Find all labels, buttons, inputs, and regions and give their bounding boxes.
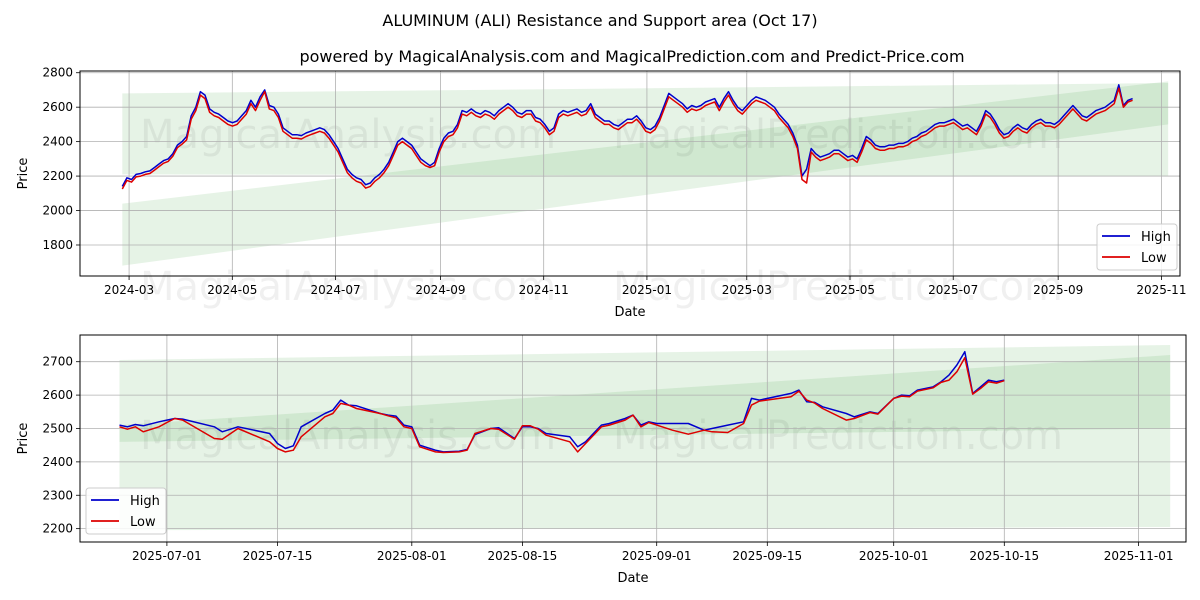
band-support	[122, 81, 1169, 266]
x-axis-label: Date	[617, 571, 648, 586]
y-tick-label: 2400	[42, 135, 73, 149]
y-tick-label: 1800	[42, 238, 73, 252]
y-tick-label: 2600	[42, 100, 73, 114]
legend: High Low	[85, 487, 167, 535]
chart-title: ALUMINUM (ALI) Resistance and Support ar…	[382, 11, 817, 30]
series-line-high	[121, 84, 1133, 187]
x-tick-label: 2025-03	[722, 283, 772, 297]
watermark-text: MagicalPrediction.com	[613, 264, 1063, 310]
y-axis-label: Price	[16, 158, 31, 190]
y-tick-label: 2300	[42, 488, 73, 502]
chart-subtitle: powered by MagicalAnalysis.com and Magic…	[299, 47, 964, 66]
x-tick-label: 2024-09	[415, 283, 465, 297]
watermark-text: MagicalAnalysis.com	[140, 413, 556, 459]
plot-frame	[79, 70, 1181, 277]
x-tick-label: 2025-05	[825, 283, 875, 297]
y-tick-label: 2400	[42, 455, 73, 469]
x-tick-label: 2025-11	[1136, 283, 1186, 297]
legend-label-low: Low	[130, 515, 156, 530]
legend: High Low	[1096, 223, 1178, 271]
plot-frame	[79, 334, 1187, 543]
watermark-text: MagicalPrediction.com	[613, 112, 1063, 158]
x-tick-label: 2025-07	[928, 283, 978, 297]
x-tick-label: 2025-09	[1033, 283, 1083, 297]
x-tick-label: 2024-05	[207, 283, 257, 297]
band-support	[119, 355, 1171, 442]
x-tick-label: 2025-07-01	[132, 549, 202, 563]
y-tick-label: 2200	[42, 522, 73, 536]
x-tick-label: 2025-07-15	[243, 549, 313, 563]
x-tick-label: 2025-10-01	[859, 549, 929, 563]
legend-label-high: High	[1141, 230, 1171, 245]
series-line-low	[121, 87, 1133, 190]
x-tick-label: 2025-09-15	[732, 549, 802, 563]
y-tick-label: 2600	[42, 388, 73, 402]
x-tick-label: 2025-08-15	[488, 549, 558, 563]
y-tick-label: 2500	[42, 421, 73, 435]
x-tick-label: 2025-11-01	[1104, 549, 1174, 563]
series-line-low	[119, 356, 1005, 454]
legend-label-high: High	[130, 494, 160, 509]
watermark-text: MagicalAnalysis.com	[140, 112, 556, 158]
y-tick-label: 2000	[42, 204, 73, 218]
watermark-text: MagicalAnalysis.com	[140, 264, 556, 310]
watermark-text: MagicalPrediction.com	[613, 413, 1063, 459]
band-resistance	[119, 345, 1171, 531]
x-tick-label: 2025-10-15	[969, 549, 1039, 563]
legend-label-low: Low	[1141, 251, 1167, 266]
y-axis-label: Price	[16, 423, 31, 455]
x-tick-label: 2024-07	[310, 283, 360, 297]
y-tick-label: 2800	[42, 66, 73, 80]
bottom-panel: MagicalAnalysis.com MagicalPrediction.com…	[16, 334, 1187, 586]
y-tick-label: 2200	[42, 169, 73, 183]
x-tick-label: 2024-11	[519, 283, 569, 297]
y-tick-label: 2700	[42, 355, 73, 369]
x-tick-label: 2025-01	[622, 283, 672, 297]
x-tick-label: 2025-09-01	[622, 549, 692, 563]
x-axis-label: Date	[614, 305, 645, 320]
x-tick-label: 2024-03	[104, 283, 154, 297]
top-panel: MagicalAnalysis.com MagicalAnalysis.com Ma…	[16, 66, 1186, 320]
x-tick-label: 2025-08-01	[377, 549, 447, 563]
